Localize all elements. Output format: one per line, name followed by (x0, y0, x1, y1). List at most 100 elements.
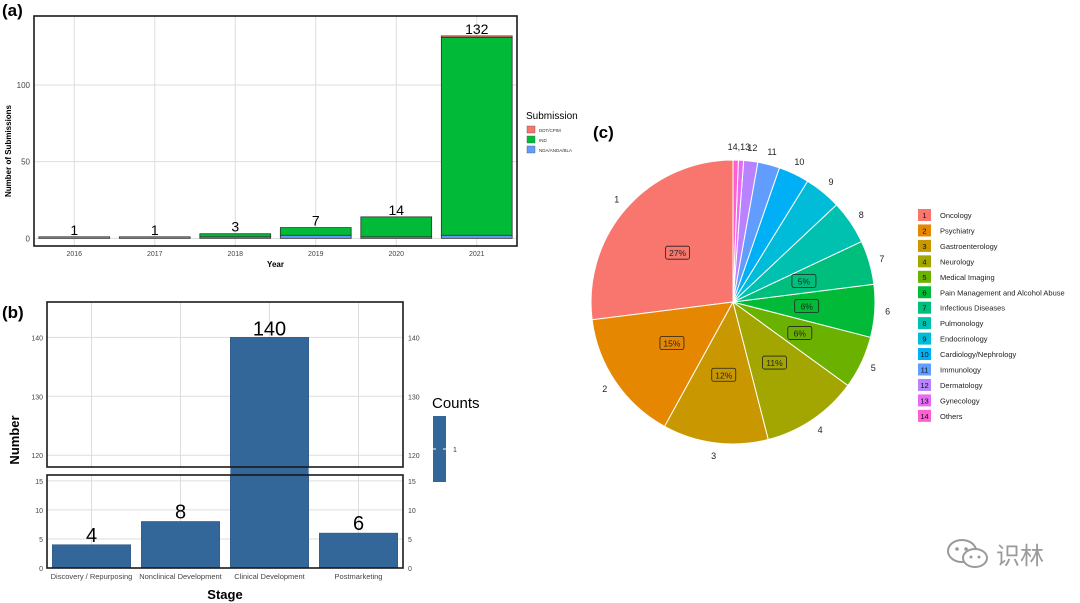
b-bar-lower (230, 474, 309, 569)
c-slice-2 (591, 301, 734, 428)
a-legend-label: DDT/CPIM (539, 128, 561, 133)
b-y-tick-right: 120 (408, 453, 420, 460)
c-percent-box (794, 299, 820, 314)
c-legend-swatch (918, 239, 931, 252)
a-bar-nda-anda-bla (440, 234, 513, 239)
a-legend-label: IND (539, 138, 548, 143)
c-percent-label: 6% (794, 328, 807, 338)
a-x-tick-label: 2020 (388, 251, 404, 258)
c-legend-label: Pain Management and Alcohol Abuse (940, 288, 1065, 297)
a-bar-nda-anda-bla (279, 234, 352, 239)
c-slice-14 (732, 159, 739, 303)
panel-label-c: (c) (593, 123, 614, 142)
wechat-icon (947, 538, 988, 568)
c-outer-label: 11 (767, 147, 776, 157)
c-legend-label: Neurology (940, 257, 974, 266)
a-x-tick-label: 2019 (308, 251, 324, 258)
panel-label-a: (a) (2, 1, 23, 20)
b-y-tick-left: 5 (39, 537, 43, 544)
b-value-label: 140 (253, 318, 286, 340)
c-legend-label: Infectious Diseases (940, 304, 1005, 313)
a-total-label: 3 (231, 219, 239, 235)
a-x-tick-label: 2018 (227, 251, 243, 258)
a-bar-ind (279, 227, 352, 236)
c-percent-label: 5% (798, 276, 811, 286)
c-legend-swatch (918, 378, 931, 391)
c-legend-swatch (918, 270, 931, 283)
b-x-tick-label: Discovery / Repurposing (51, 572, 133, 581)
c-legend-label: Immunology (940, 366, 981, 375)
b-legend-title: Counts (432, 395, 480, 412)
b-lower-frame (46, 474, 404, 569)
b-y-tick-right: 5 (408, 537, 412, 544)
b-legend-colorbar (433, 416, 446, 482)
c-legend-label: Gynecology (940, 396, 980, 405)
a-x-axis-title: Year (267, 260, 284, 269)
a-y-tick-label: 50 (21, 158, 30, 167)
a-total-label: 132 (465, 21, 489, 37)
c-outer-label: 3 (711, 451, 716, 461)
b-y-tick-right: 140 (408, 335, 420, 342)
c-legend-code: 11 (921, 366, 929, 375)
a-bar-nda-anda-bla (118, 236, 191, 239)
c-percent-box (787, 326, 813, 340)
a-x-tick-label: 2016 (66, 251, 82, 258)
c-outer-label: 10 (794, 157, 804, 167)
c-legend-label: Psychiatry (940, 226, 975, 235)
c-legend-code: 6 (922, 288, 926, 297)
c-legend-swatch (918, 409, 931, 422)
c-legend-label: Medical Imaging (940, 273, 995, 282)
b-y-tick-right: 130 (408, 394, 420, 401)
b-y-tick-left: 0 (39, 566, 43, 573)
c-legend-code: 8 (922, 319, 926, 328)
b-value-label: 6 (353, 513, 364, 535)
c-outer-label: 7 (879, 254, 884, 264)
a-legend-title: Submission (526, 111, 578, 122)
c-slice-1 (590, 159, 734, 321)
c-legend-code: 3 (922, 242, 926, 251)
b-bar-lower (141, 521, 220, 569)
b-y-tick-left: 15 (35, 479, 43, 486)
a-legend-label: NDA/ANDA/BLA (539, 148, 572, 153)
c-legend-swatch (918, 317, 931, 330)
c-percent-box (791, 273, 817, 288)
b-x-tick-label: Nonclinical Development (139, 572, 222, 581)
a-total-label: 14 (388, 202, 404, 218)
c-legend-swatch (918, 301, 931, 314)
c-legend-label: Gastroenterology (940, 242, 998, 251)
a-x-tick-label: 2021 (469, 251, 485, 258)
watermark: 识林 (946, 536, 1044, 571)
chart-b-stage-counts: 4 Discovery / Repurposing 8 Nonclinical Dev… (7, 301, 480, 602)
c-outer-label: 9 (829, 177, 834, 187)
b-y-tick-left: 120 (31, 453, 43, 460)
c-legend-swatch (918, 209, 931, 221)
b-y-tick-right: 10 (408, 508, 416, 515)
c-outer-label: 2 (602, 384, 607, 394)
b-x-axis-title: Stage (207, 587, 242, 602)
a-x-tick-label: 2017 (147, 251, 163, 258)
c-outer-label: 6 (885, 307, 890, 317)
a-plot-frame (33, 15, 518, 247)
c-percent-box (762, 355, 787, 370)
c-outer-label: 14,13 (728, 142, 751, 152)
a-bar-ddt-cpim (440, 35, 513, 38)
a-legend-swatch (526, 135, 536, 144)
b-y-axis-title: Number (7, 415, 22, 464)
c-percent-label: 11% (766, 358, 783, 368)
chart-a-submissions-by-year: 1 2016 1 2017 3 2018 7 2019 14 2020 132 2021 0 50 100 Y… (4, 15, 578, 269)
b-legend-value: 1 (453, 447, 457, 454)
a-bar-ind (199, 233, 272, 238)
c-legend-label: Cardiology/Nephrology (940, 350, 1017, 359)
c-percent-label: 27% (669, 248, 686, 258)
c-legend-swatch (918, 224, 931, 237)
b-bar-lower (319, 532, 398, 569)
a-legend-swatch (526, 125, 536, 134)
b-upper-frame (46, 301, 404, 468)
b-x-tick-label: Clinical Development (234, 572, 305, 581)
c-legend-code: 4 (922, 257, 926, 266)
a-legend-swatch (526, 145, 536, 154)
a-total-label: 1 (70, 222, 78, 238)
c-legend-code: 14 (920, 412, 928, 421)
b-y-tick-left: 10 (35, 508, 43, 515)
